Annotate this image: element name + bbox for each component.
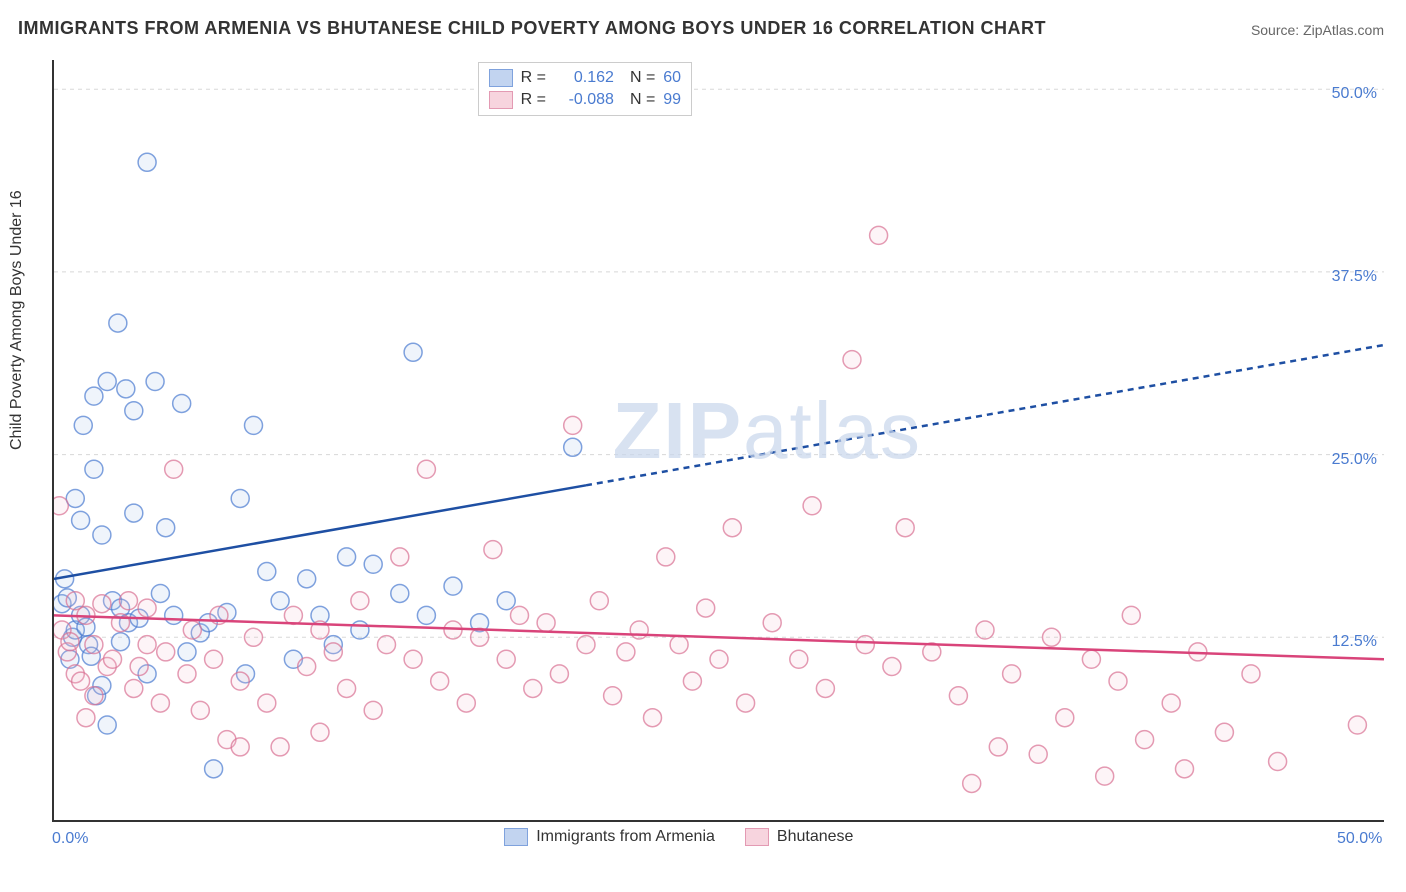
y-tick-label: 12.5%	[1322, 633, 1377, 651]
x-tick-label: 0.0%	[52, 830, 88, 848]
legend-series-item: Immigrants from Armenia	[504, 828, 715, 846]
y-tick-label: 50.0%	[1322, 85, 1377, 103]
legend-n-value: 99	[663, 91, 681, 109]
legend-series-item: Bhutanese	[745, 828, 854, 846]
chart-title: IMMIGRANTS FROM ARMENIA VS BHUTANESE CHI…	[18, 18, 1046, 39]
y-tick-label: 37.5%	[1322, 268, 1377, 286]
chart-svg	[54, 60, 1384, 820]
legend-series: Immigrants from Armenia Bhutanese	[504, 828, 853, 846]
legend-correlation-row: R = 0.162 N = 60	[489, 67, 681, 89]
legend-n-value: 60	[663, 69, 681, 87]
plot-area: ZIPatlas	[52, 60, 1384, 822]
legend-series-label: Immigrants from Armenia	[536, 828, 715, 846]
legend-swatch	[504, 828, 528, 846]
legend-r-value: 0.162	[554, 69, 614, 87]
y-tick-label: 25.0%	[1322, 451, 1377, 469]
legend-r-label: R =	[521, 91, 546, 109]
y-axis-label: Child Poverty Among Boys Under 16	[8, 190, 26, 450]
legend-n-label: N =	[630, 69, 655, 87]
legend-swatch	[489, 91, 513, 109]
x-tick-label: 50.0%	[1337, 830, 1382, 848]
legend-r-label: R =	[521, 69, 546, 87]
legend-n-label: N =	[630, 91, 655, 109]
legend-correlation-box: R = 0.162 N = 60 R = -0.088 N = 99	[478, 62, 692, 116]
legend-series-label: Bhutanese	[777, 828, 854, 846]
source-label: Source: ZipAtlas.com	[1251, 22, 1384, 38]
legend-swatch	[745, 828, 769, 846]
legend-swatch	[489, 69, 513, 87]
legend-correlation-row: R = -0.088 N = 99	[489, 89, 681, 111]
legend-r-value: -0.088	[554, 91, 614, 109]
